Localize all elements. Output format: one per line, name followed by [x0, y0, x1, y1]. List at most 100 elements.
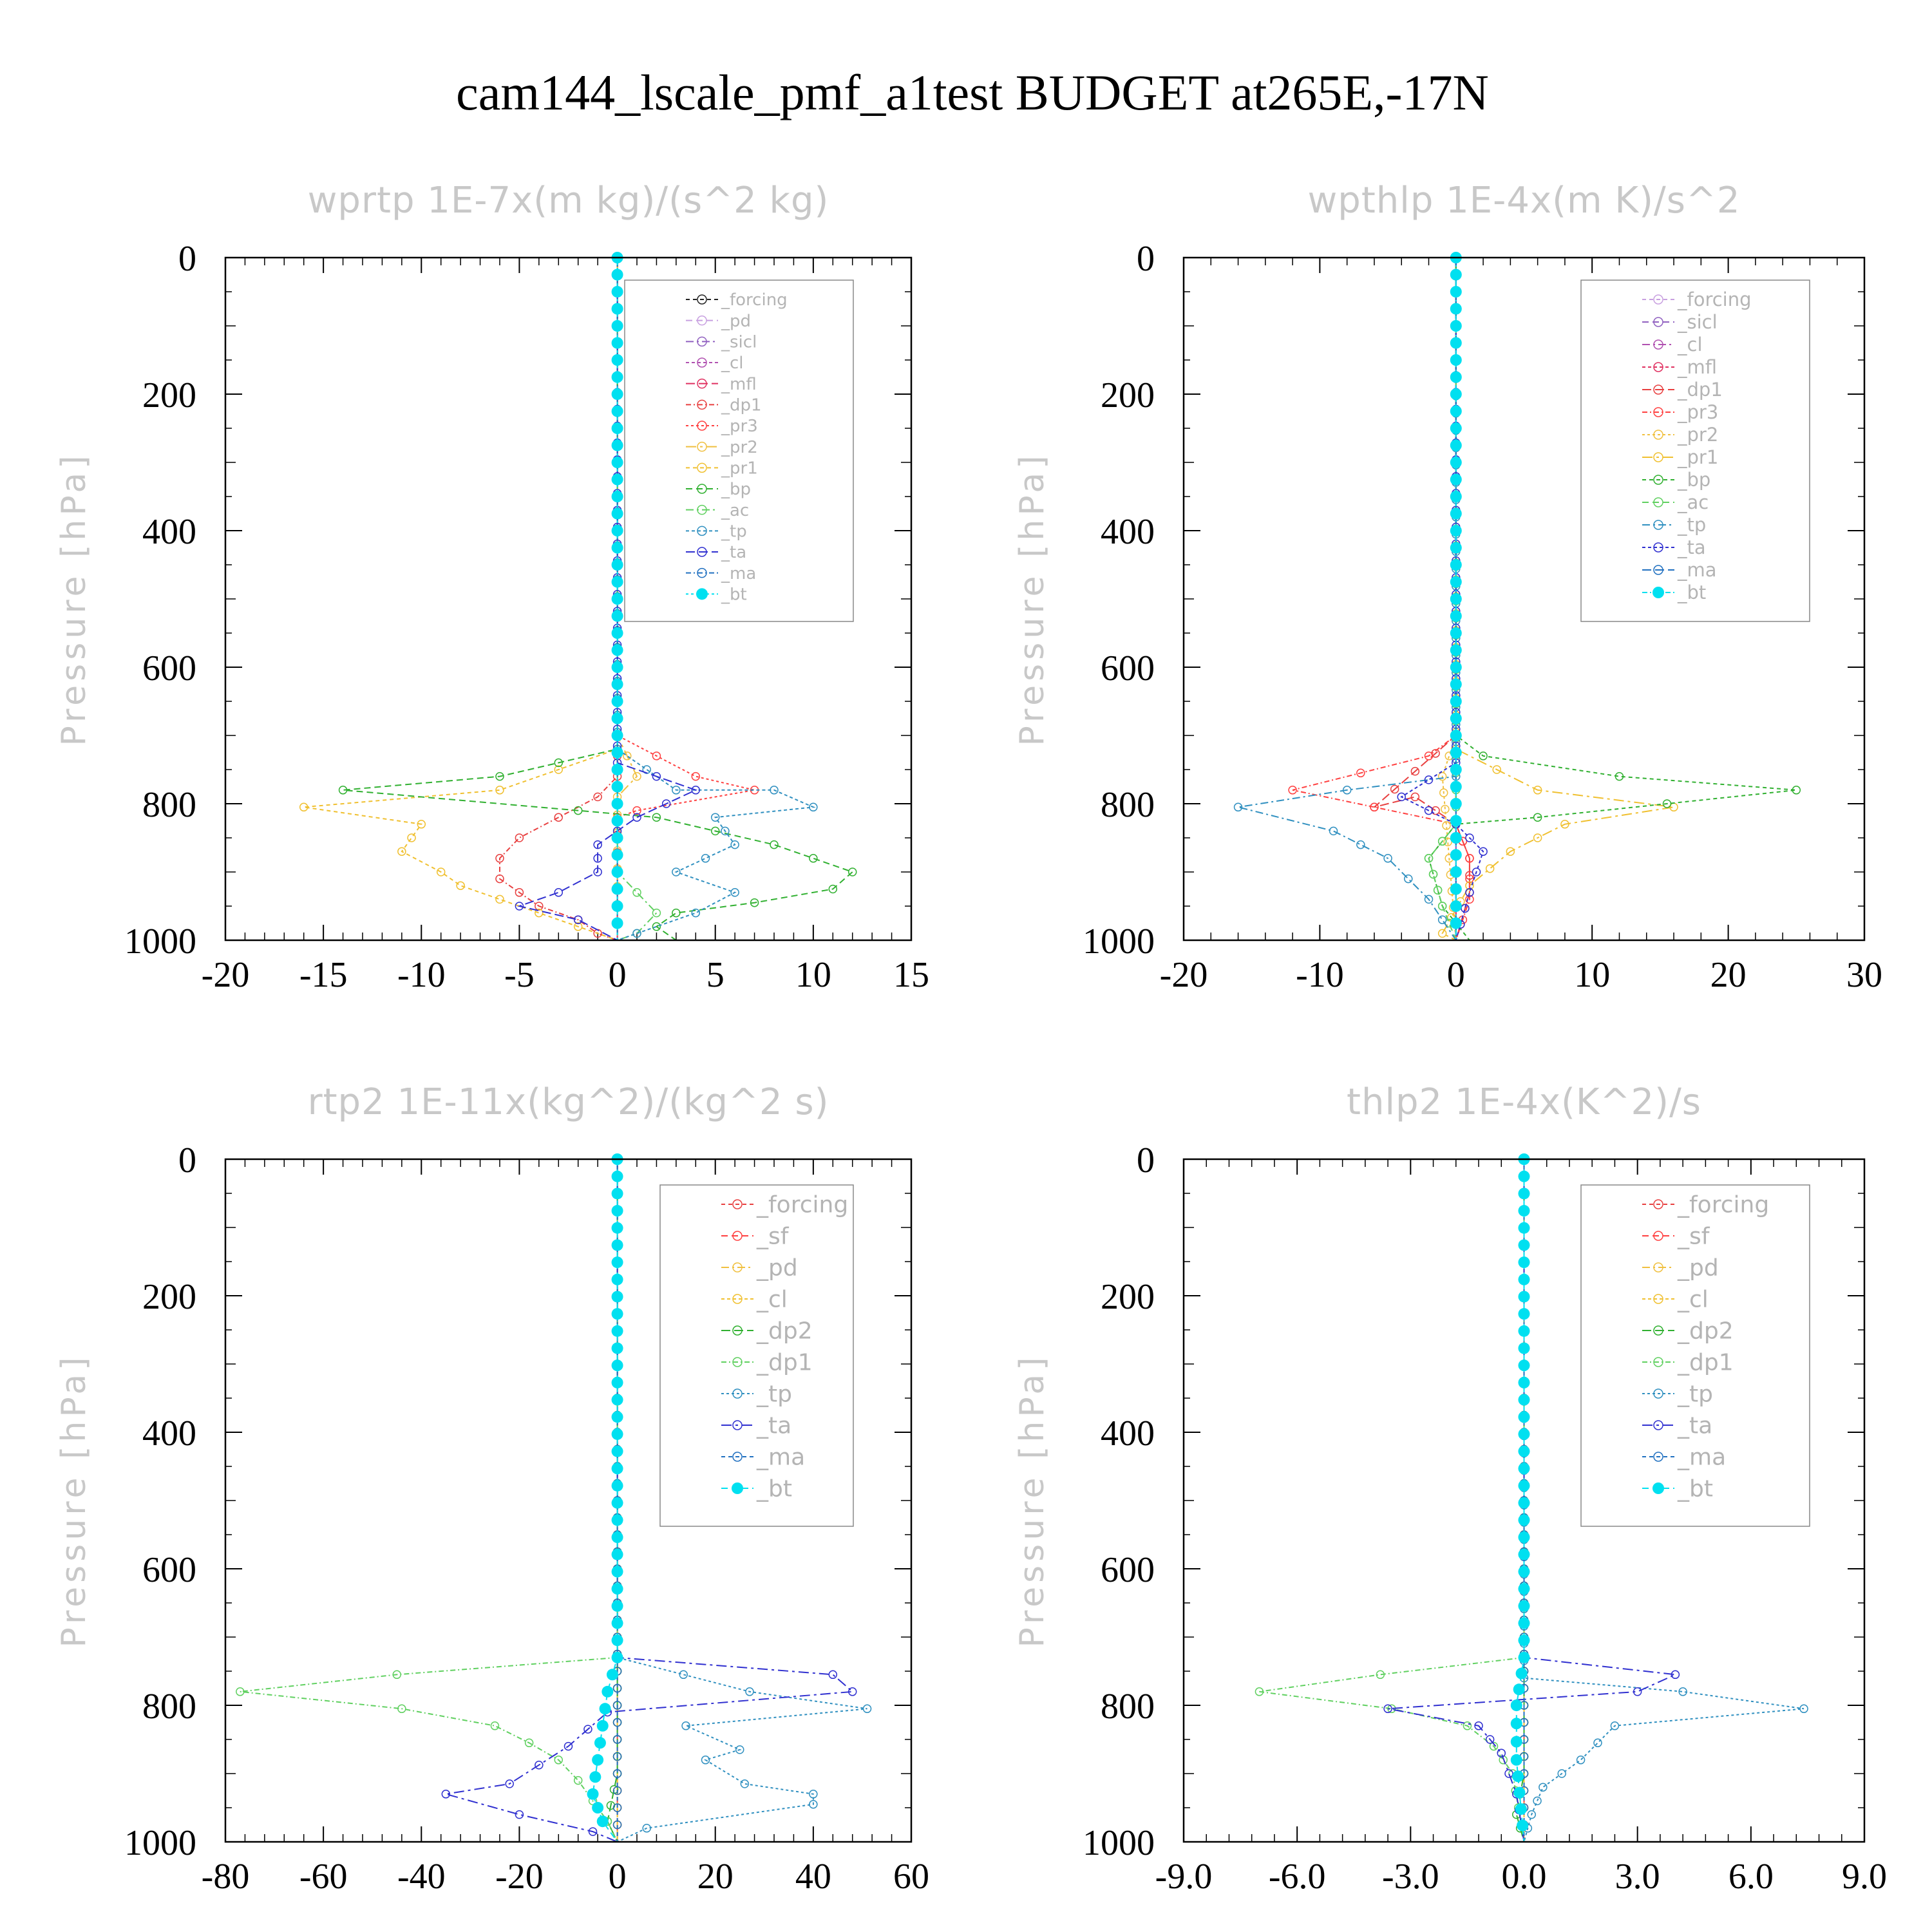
legend-marker	[697, 462, 707, 473]
legend-label: _pr2	[1677, 424, 1718, 446]
series-marker	[1557, 1769, 1566, 1778]
panel-2: wpthlp 1E-4x(m K)/s^2 Pressure [hPa] -20 -1…	[1013, 180, 1882, 995]
series-marker	[611, 712, 623, 724]
series-marker	[1450, 320, 1462, 332]
series-marker	[701, 854, 710, 863]
legend-label: _cl	[1677, 334, 1703, 355]
series-marker	[1515, 1803, 1527, 1815]
series-marker	[611, 405, 623, 417]
series-marker	[1410, 766, 1420, 776]
series-marker	[611, 1359, 623, 1372]
series-marker	[632, 813, 641, 822]
series-marker	[397, 847, 406, 856]
y-axis-label: Pressure [hPa]	[1013, 452, 1052, 746]
series-marker	[611, 1566, 623, 1578]
series-marker	[691, 772, 701, 781]
series-marker	[1390, 784, 1399, 794]
series-marker	[1518, 1394, 1530, 1406]
series-marker	[1424, 895, 1434, 904]
legend-marker	[696, 588, 708, 600]
legend-marker	[697, 421, 707, 431]
x-tick-label: -15	[299, 955, 348, 995]
legend-label: _bt	[1677, 1476, 1713, 1502]
legend-label: _ta	[1677, 536, 1706, 558]
series-marker	[1450, 559, 1462, 571]
series-marker	[611, 627, 623, 639]
series-line	[343, 258, 854, 941]
series-marker	[611, 832, 623, 844]
series-marker	[611, 422, 623, 434]
series-marker	[1518, 1256, 1530, 1269]
x-tick-label: -80	[202, 1857, 250, 1897]
series-marker	[1356, 768, 1365, 778]
series-marker	[652, 922, 661, 931]
legend-label: _forcing	[1677, 289, 1752, 310]
series-marker	[611, 303, 623, 315]
series-marker	[611, 815, 623, 827]
series-marker	[1397, 792, 1406, 802]
legend-label: _pr1	[1677, 446, 1718, 468]
series-marker	[1533, 833, 1542, 842]
series-marker	[1593, 1738, 1602, 1748]
legend-label: _forcing	[1677, 1192, 1769, 1218]
series-marker	[1485, 864, 1495, 873]
series-marker	[1450, 661, 1462, 673]
series-marker	[745, 1687, 754, 1696]
y-tick-label: 1000	[1083, 922, 1155, 961]
series-marker	[1518, 1170, 1530, 1182]
series-marker	[1489, 1741, 1499, 1751]
legend-marker	[732, 1388, 743, 1399]
series-marker	[611, 559, 623, 571]
series-marker	[1518, 1617, 1530, 1629]
series-marker	[770, 786, 779, 795]
legend-marker	[1653, 587, 1664, 598]
series-marker	[862, 1704, 872, 1714]
series-marker	[1450, 542, 1462, 554]
series-marker	[1518, 1583, 1530, 1595]
legend-marker	[732, 1482, 743, 1494]
panel-3: rtp2 1E-11x(kg^2)/(kg^2 s) Pressure [hPa]…	[55, 1081, 929, 1897]
series-marker	[1450, 525, 1462, 536]
legend-marker	[1653, 1231, 1663, 1241]
legend-marker	[1653, 1199, 1663, 1209]
legend-marker	[1653, 565, 1663, 575]
legend-label: _dp1	[756, 1350, 813, 1376]
x-tick-label: -3.0	[1382, 1857, 1439, 1897]
series-marker	[495, 895, 504, 904]
legend-label: _ta	[721, 543, 746, 562]
series-marker	[1479, 752, 1488, 761]
series-marker	[1383, 854, 1392, 863]
series-marker	[1424, 752, 1434, 761]
x-tick-label: -10	[1296, 955, 1344, 995]
series-marker	[652, 813, 661, 822]
series-marker	[1515, 1667, 1528, 1680]
series-line	[240, 1159, 618, 1842]
legend-marker	[1653, 1482, 1664, 1494]
legend-marker	[1653, 1325, 1663, 1336]
y-tick-label: 800	[1101, 1687, 1155, 1727]
series-marker	[611, 593, 623, 605]
series-marker	[848, 867, 857, 876]
series-marker	[611, 542, 623, 554]
series-marker	[589, 1771, 601, 1783]
series-marker	[701, 1756, 710, 1765]
x-tick-label: 20	[697, 1857, 734, 1897]
legend-marker	[697, 441, 707, 452]
series-marker	[1510, 1700, 1522, 1711]
legend-label: _bt	[721, 585, 747, 604]
series-marker	[1450, 678, 1462, 690]
series-marker	[1513, 1786, 1526, 1799]
series-marker	[1410, 792, 1420, 802]
series-marker	[1518, 1239, 1530, 1251]
series-marker	[407, 833, 416, 842]
series-marker	[593, 854, 602, 863]
series-marker	[611, 1256, 623, 1269]
series-marker	[612, 1820, 622, 1830]
series-marker	[1437, 902, 1447, 911]
legend-marker	[1653, 452, 1663, 462]
series-marker	[338, 786, 348, 795]
legend-label: _dp2	[1677, 1318, 1734, 1345]
series-marker	[611, 457, 623, 468]
series-marker	[809, 802, 818, 812]
series-marker	[236, 1687, 245, 1696]
